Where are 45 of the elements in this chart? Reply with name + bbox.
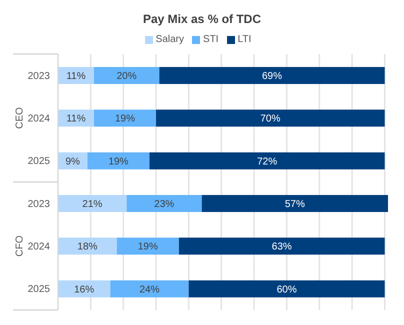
bar	[126, 195, 202, 212]
bar	[159, 67, 385, 84]
legend-label: Salary	[156, 34, 184, 45]
data-label: 9%	[65, 156, 80, 168]
data-label: 21%	[82, 199, 102, 210]
y-tick-label: 2024	[28, 114, 50, 125]
data-label: 72%	[257, 156, 278, 168]
data-label: 63%	[272, 242, 292, 253]
data-label: 69%	[262, 71, 282, 82]
data-label: 19%	[114, 114, 136, 125]
bar	[58, 238, 117, 255]
bar	[58, 195, 127, 212]
bar	[94, 67, 160, 84]
y-tick-label: 2025	[28, 284, 50, 296]
data-label: 18%	[77, 242, 98, 253]
data-label: 19%	[108, 156, 129, 168]
chart-title: Pay Mix as % of TDC	[142, 11, 262, 28]
data-label: 19%	[138, 242, 158, 253]
data-label: 20%	[116, 71, 137, 82]
y-tick-label: 2023	[28, 198, 50, 210]
bar	[178, 238, 385, 255]
y-tick-label: 2023	[28, 70, 50, 82]
bar	[94, 110, 156, 127]
data-label: 60%	[276, 284, 297, 296]
data-label: 70%	[260, 114, 280, 125]
bar	[87, 152, 150, 170]
y-tick-label: 2025	[28, 156, 50, 168]
bar	[110, 280, 189, 298]
bar	[116, 238, 179, 255]
bar	[156, 110, 385, 127]
text: CEO	[14, 106, 26, 129]
data-label: 24%	[139, 284, 160, 296]
y-tick-label: 2024	[28, 242, 50, 253]
text: CFO	[14, 235, 26, 257]
data-label: 16%	[74, 284, 94, 296]
bar	[149, 152, 385, 170]
data-label: 57%	[284, 199, 305, 210]
bar	[188, 280, 385, 298]
data-label: 11%	[66, 114, 86, 125]
legend-label: STI	[203, 34, 219, 45]
bar	[202, 195, 388, 212]
data-label: 11%	[66, 71, 86, 82]
legend-label: LTI	[238, 34, 252, 45]
data-label: 23%	[154, 199, 174, 210]
bar	[58, 280, 110, 298]
